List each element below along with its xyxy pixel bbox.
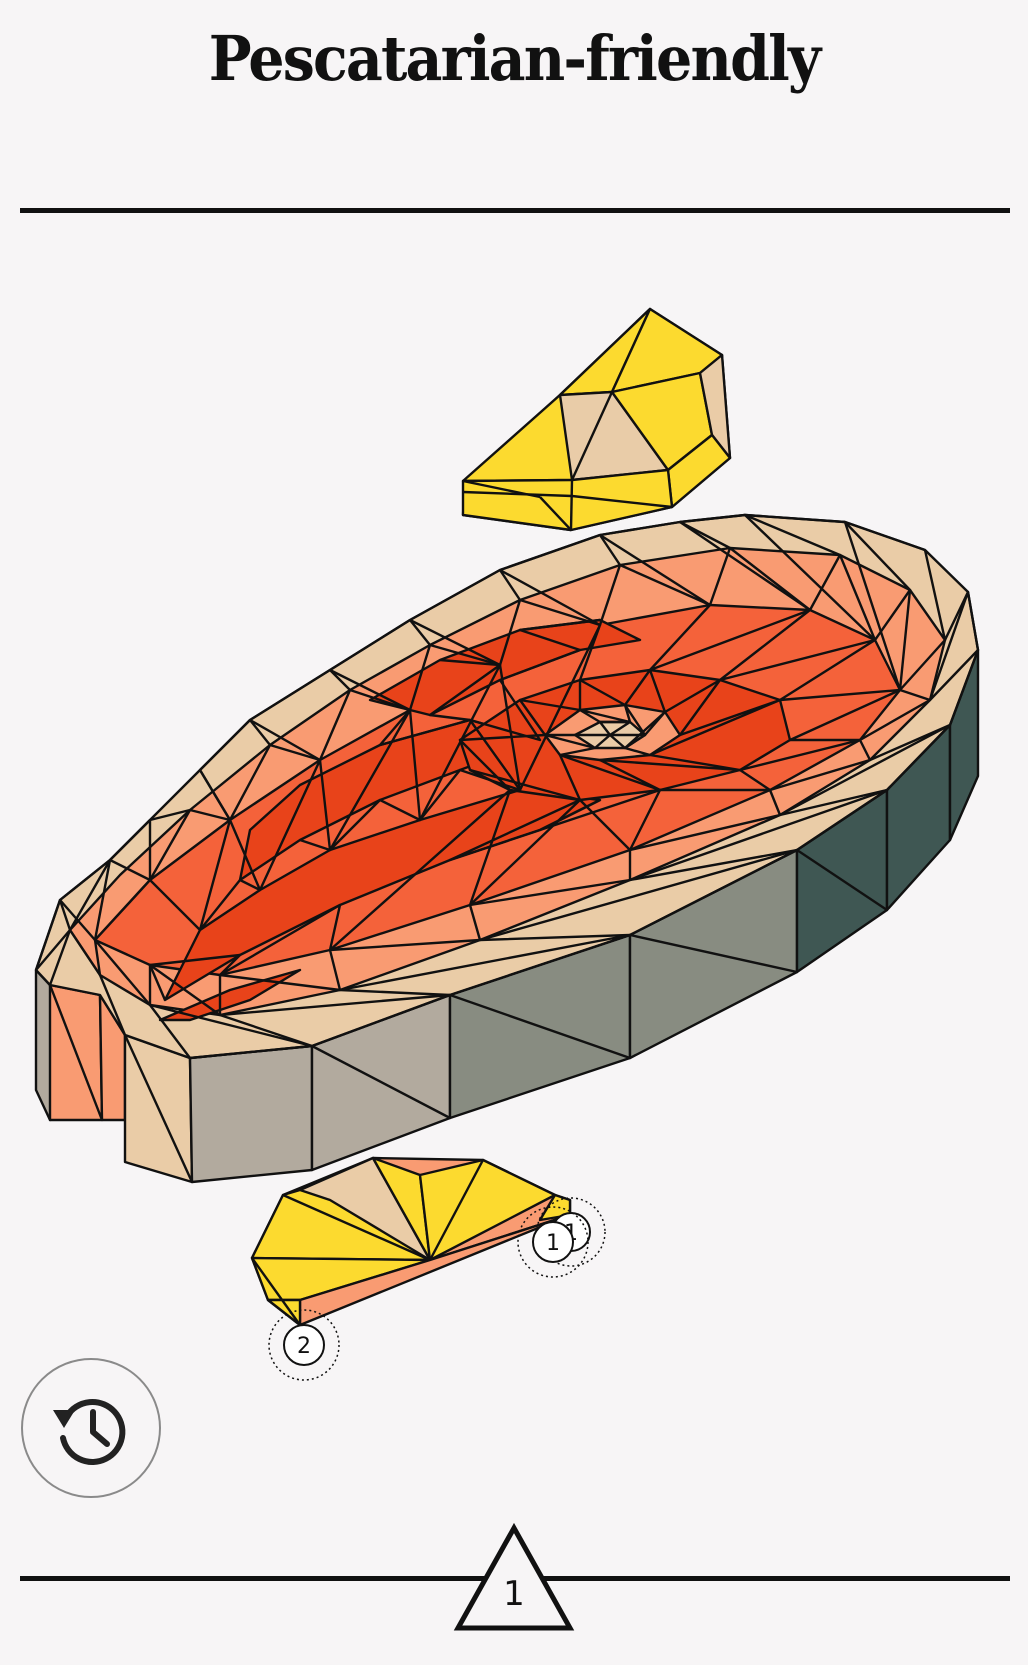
triangle-icon [453, 1522, 575, 1631]
steak-edge [796, 849, 888, 911]
level-number: 1 [503, 1574, 525, 1614]
salmon-steak[interactable] [34, 513, 980, 1184]
marker-2[interactable]: 2 [268, 1309, 340, 1381]
lemon-edge [539, 496, 572, 531]
top-lemon-wedge[interactable] [461, 307, 732, 532]
lemon-edge [251, 1257, 301, 1326]
marker-label: 2 [297, 1334, 311, 1359]
steak-flesh-dark[interactable] [368, 618, 642, 717]
steak-edge [48, 984, 104, 1121]
bottom-lemon-wedge[interactable] [250, 1156, 572, 1327]
marker-label: 1 [546, 1231, 560, 1256]
steak-mesh [34, 513, 980, 1060]
marker-1[interactable]: 1 [517, 1206, 589, 1278]
steak-edge [629, 933, 798, 974]
steak-edge [311, 1044, 451, 1120]
steak-flesh-dark[interactable] [158, 968, 302, 1022]
steak-edge [123, 1034, 194, 1183]
top-divider [20, 208, 1010, 213]
lemon-edge [282, 1193, 431, 1262]
lemon-edge [462, 479, 541, 499]
page-title: Pescatarian-friendly [208, 22, 821, 95]
lemon-edge [428, 1159, 485, 1261]
lemon-edge [570, 391, 614, 481]
lemon-edge [569, 479, 574, 531]
steak-edge [449, 993, 631, 1060]
steak-side[interactable] [188, 1044, 314, 1184]
lemon-piece[interactable] [266, 1298, 302, 1327]
level-badge: 1 [452, 1522, 576, 1634]
history-button[interactable] [21, 1358, 161, 1498]
history-icon [53, 1399, 126, 1465]
